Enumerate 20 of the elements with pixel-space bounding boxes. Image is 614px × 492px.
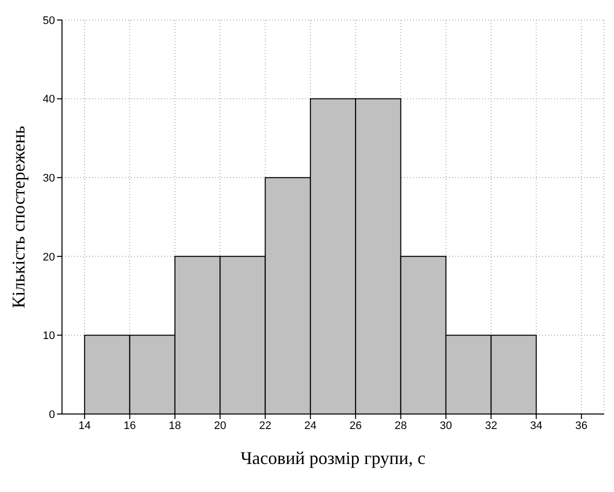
x-tick-label: 30 xyxy=(440,420,452,432)
y-tick-label: 40 xyxy=(42,94,55,106)
y-tick-label: 50 xyxy=(42,14,55,27)
x-tick-label: 34 xyxy=(530,420,542,432)
x-tick-label: 28 xyxy=(394,420,407,432)
x-tick-label: 26 xyxy=(349,420,362,432)
x-tick-label: 24 xyxy=(304,420,317,432)
y-tick-label: 10 xyxy=(42,330,55,342)
y-tick-label: 0 xyxy=(48,408,55,421)
y-tick-label: 30 xyxy=(42,172,55,185)
x-axis-title: Часовий розмір групи, с xyxy=(240,448,426,468)
x-tick-label: 32 xyxy=(484,420,498,432)
x-tick-label: 18 xyxy=(168,420,182,432)
x-tick-label: 36 xyxy=(575,420,588,432)
y-axis-title: Кількість спостережень xyxy=(8,126,28,308)
x-tick-label: 16 xyxy=(124,420,136,432)
x-tick-label: 20 xyxy=(214,420,226,432)
y-tick-label: 20 xyxy=(42,251,55,264)
x-tick-label: 14 xyxy=(78,420,91,432)
x-tick-label: 22 xyxy=(259,420,272,432)
